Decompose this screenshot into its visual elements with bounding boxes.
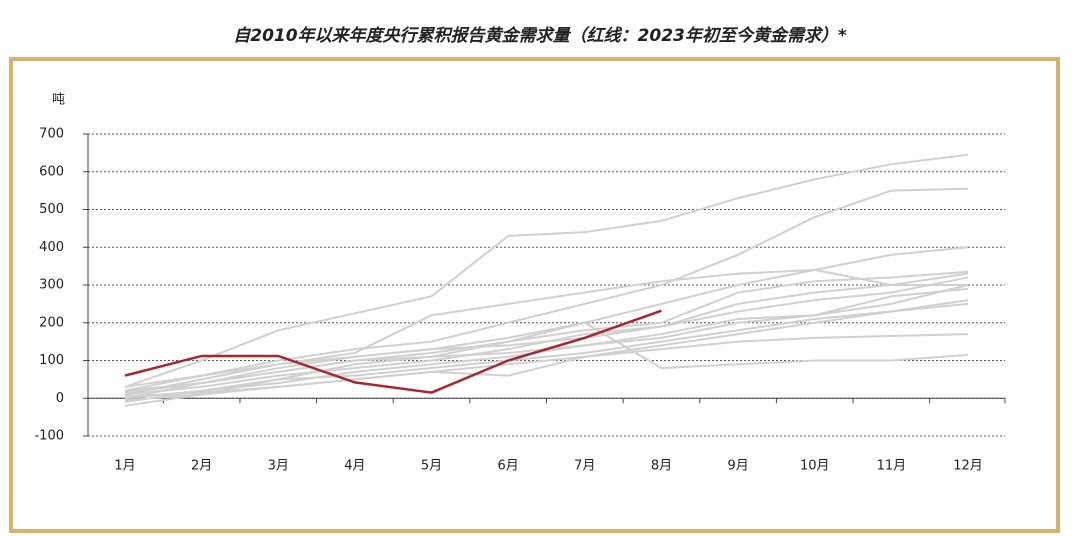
x-tick-label: 9月 [727, 459, 748, 474]
y-axis-label: 吨 [52, 93, 65, 108]
x-tick-label: 2月 [191, 459, 212, 474]
series-line [124, 299, 969, 402]
y-tick-label: 700 [39, 127, 64, 142]
x-tick-label: 1月 [114, 459, 135, 474]
series-line [124, 268, 968, 400]
y-tick-label: -100 [34, 429, 64, 444]
y-tick-label: 400 [39, 240, 64, 255]
x-tick-label: 6月 [498, 459, 519, 474]
frame [9, 57, 1060, 533]
x-tick-label: 10月 [800, 459, 830, 474]
series-line [124, 284, 969, 394]
y-tick-label: 300 [39, 278, 64, 293]
y-tick-label: 0 [56, 391, 64, 406]
y-tick-label: 500 [39, 202, 64, 217]
series-line [124, 309, 662, 394]
x-tick-label: 5月 [421, 459, 442, 474]
chart-title: 自2010年以来年度央行累积报告黄金需求量（红线：2023年初至今黄金需求）* [233, 26, 847, 46]
x-tick-label: 4月 [344, 459, 365, 474]
y-tick-label: 600 [39, 164, 64, 179]
x-tick-label: 3月 [268, 459, 289, 474]
series-line [124, 187, 969, 392]
series-line [124, 287, 969, 404]
x-tick-label: 11月 [877, 459, 907, 474]
y-tick-label: 200 [39, 315, 64, 330]
x-tick-label: 8月 [651, 459, 672, 474]
series-line [124, 302, 969, 400]
y-tick-label: 100 [39, 353, 64, 368]
x-tick-label: 7月 [574, 459, 595, 474]
x-tick-label: 12月 [953, 459, 983, 474]
series-line [124, 153, 969, 388]
series-line [124, 276, 969, 388]
